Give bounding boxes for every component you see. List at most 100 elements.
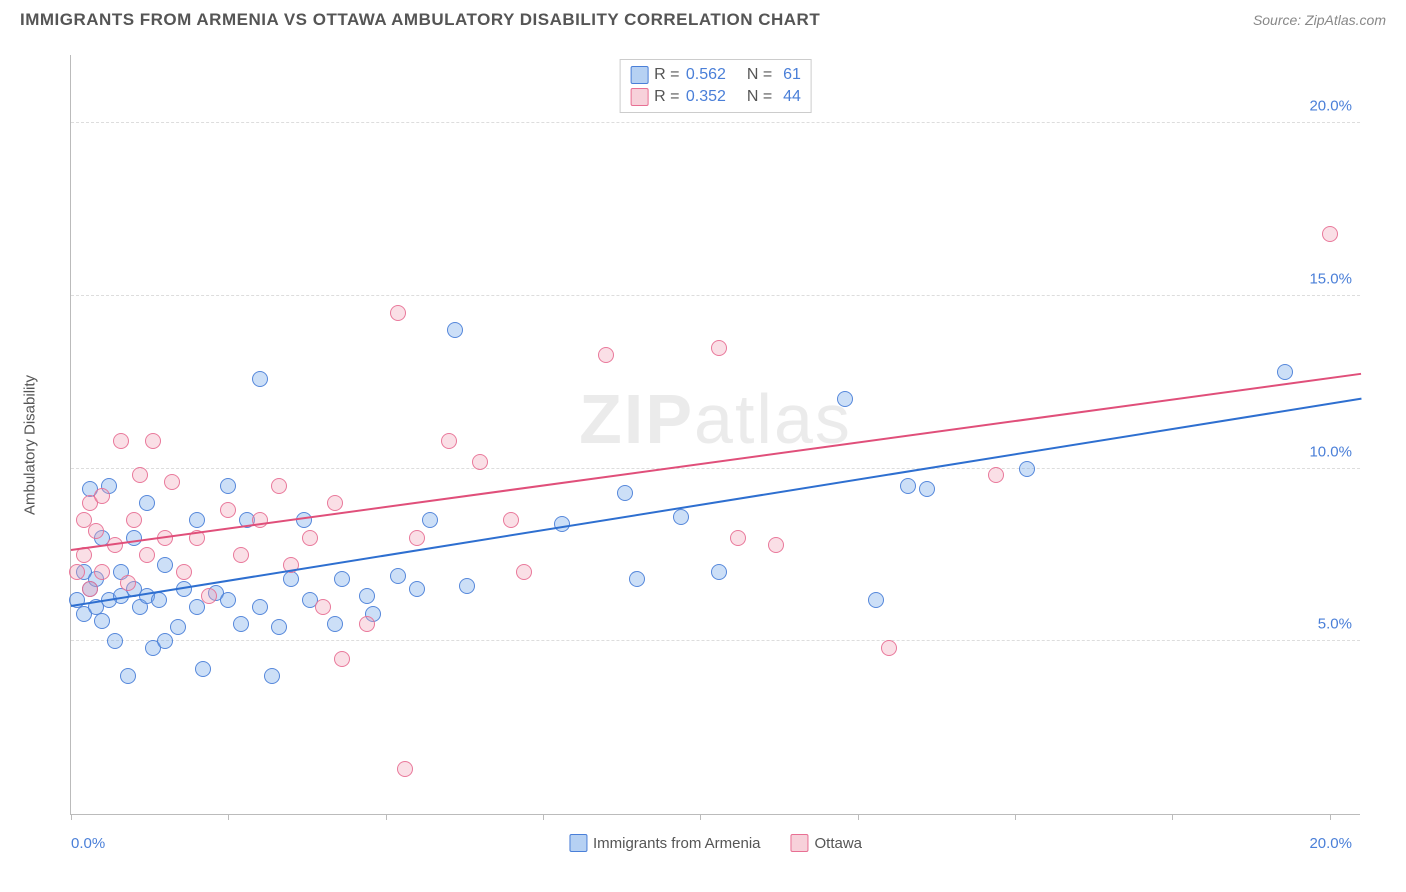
- scatter-point: [422, 512, 438, 528]
- scatter-point: [113, 433, 129, 449]
- legend-series: Immigrants from Armenia Ottawa: [569, 834, 862, 852]
- x-tick: [858, 814, 859, 820]
- scatter-point: [233, 616, 249, 632]
- legend-stat-row: R = 0.562 N = 61: [630, 64, 801, 86]
- scatter-point: [1277, 364, 1293, 380]
- gridline: [71, 295, 1360, 296]
- scatter-point: [220, 592, 236, 608]
- scatter-point: [503, 512, 519, 528]
- x-tick: [1330, 814, 1331, 820]
- scatter-point: [397, 761, 413, 777]
- scatter-point: [441, 433, 457, 449]
- scatter-point: [271, 619, 287, 635]
- scatter-point: [334, 651, 350, 667]
- scatter-point: [252, 599, 268, 615]
- scatter-point: [139, 495, 155, 511]
- scatter-point: [296, 512, 312, 528]
- x-tick-label: 20.0%: [1309, 835, 1352, 852]
- legend-series-label: Immigrants from Armenia: [593, 835, 761, 852]
- scatter-point: [126, 512, 142, 528]
- legend-swatch: [630, 88, 648, 106]
- scatter-point: [673, 509, 689, 525]
- legend-n: N = 44: [747, 88, 801, 106]
- scatter-point: [189, 512, 205, 528]
- scatter-point: [768, 537, 784, 553]
- scatter-point: [120, 575, 136, 591]
- scatter-point: [151, 592, 167, 608]
- scatter-point: [900, 478, 916, 494]
- scatter-point: [334, 571, 350, 587]
- x-tick: [71, 814, 72, 820]
- scatter-point: [868, 592, 884, 608]
- y-axis-label: Ambulatory Disability: [22, 375, 39, 515]
- chart-title: IMMIGRANTS FROM ARMENIA VS OTTAWA AMBULA…: [20, 10, 820, 30]
- x-tick: [228, 814, 229, 820]
- legend-swatch: [791, 834, 809, 852]
- x-tick: [1172, 814, 1173, 820]
- gridline: [71, 122, 1360, 123]
- chart-container: Ambulatory Disability ZIPatlas R = 0.562…: [20, 35, 1386, 855]
- watermark-bold: ZIP: [579, 380, 694, 458]
- scatter-point: [201, 588, 217, 604]
- scatter-point: [554, 516, 570, 532]
- scatter-point: [459, 578, 475, 594]
- y-tick-label: 5.0%: [1318, 616, 1352, 633]
- scatter-point: [157, 557, 173, 573]
- legend-stats: R = 0.562 N = 61 R = 0.352 N = 44: [619, 59, 812, 113]
- gridline: [71, 640, 1360, 641]
- scatter-point: [164, 474, 180, 490]
- scatter-point: [919, 481, 935, 497]
- scatter-point: [120, 668, 136, 684]
- scatter-point: [730, 530, 746, 546]
- scatter-point: [88, 523, 104, 539]
- legend-series-item: Immigrants from Armenia: [569, 834, 761, 852]
- scatter-point: [598, 347, 614, 363]
- x-tick-label: 0.0%: [71, 835, 105, 852]
- scatter-point: [157, 633, 173, 649]
- scatter-point: [988, 467, 1004, 483]
- scatter-point: [629, 571, 645, 587]
- scatter-point: [233, 547, 249, 563]
- scatter-point: [252, 371, 268, 387]
- source-attribution: Source: ZipAtlas.com: [1253, 12, 1386, 28]
- scatter-point: [409, 530, 425, 546]
- y-tick-label: 10.0%: [1309, 443, 1352, 460]
- scatter-point: [145, 433, 161, 449]
- scatter-point: [195, 661, 211, 677]
- scatter-point: [271, 478, 287, 494]
- scatter-point: [711, 564, 727, 580]
- legend-series-item: Ottawa: [791, 834, 863, 852]
- scatter-point: [447, 322, 463, 338]
- scatter-point: [327, 616, 343, 632]
- scatter-point: [283, 571, 299, 587]
- scatter-point: [390, 305, 406, 321]
- scatter-point: [132, 467, 148, 483]
- scatter-point: [409, 581, 425, 597]
- scatter-point: [472, 454, 488, 470]
- legend-r: R = 0.562: [654, 66, 726, 84]
- scatter-point: [359, 588, 375, 604]
- scatter-point: [94, 488, 110, 504]
- x-tick: [1015, 814, 1016, 820]
- x-tick: [386, 814, 387, 820]
- scatter-point: [390, 568, 406, 584]
- scatter-point: [170, 619, 186, 635]
- scatter-point: [139, 547, 155, 563]
- scatter-point: [94, 564, 110, 580]
- scatter-point: [107, 633, 123, 649]
- scatter-point: [516, 564, 532, 580]
- legend-n: N = 61: [747, 66, 801, 84]
- scatter-point: [82, 581, 98, 597]
- scatter-point: [881, 640, 897, 656]
- scatter-point: [220, 478, 236, 494]
- gridline: [71, 468, 1360, 469]
- legend-swatch: [630, 66, 648, 84]
- legend-r: R = 0.352: [654, 88, 726, 106]
- y-tick-label: 15.0%: [1309, 270, 1352, 287]
- scatter-point: [94, 613, 110, 629]
- scatter-point: [220, 502, 236, 518]
- scatter-point: [837, 391, 853, 407]
- x-tick: [700, 814, 701, 820]
- scatter-point: [1019, 461, 1035, 477]
- scatter-point: [176, 564, 192, 580]
